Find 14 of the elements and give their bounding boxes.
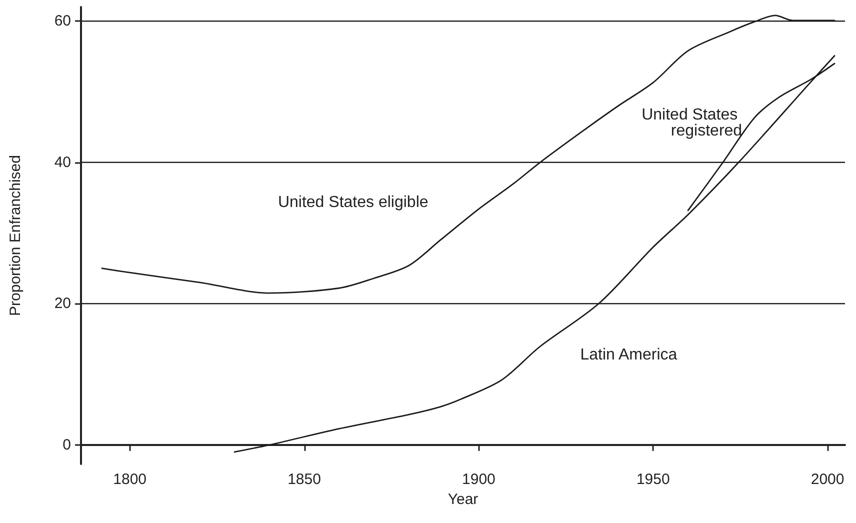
x-tick-label: 1850 bbox=[288, 471, 321, 488]
y-tick-label: 60 bbox=[54, 12, 71, 30]
y-axis-title: Proportion Enfranchised bbox=[7, 155, 24, 316]
x-tick-label: 2000 bbox=[810, 471, 844, 488]
series-label: United States registered bbox=[642, 106, 742, 140]
series-label: United States eligible bbox=[278, 194, 428, 212]
x-axis-title: Year bbox=[448, 490, 478, 508]
x-tick-label: 1800 bbox=[113, 471, 147, 488]
y-tick-label: 0 bbox=[62, 436, 71, 454]
y-tick-label: 20 bbox=[54, 295, 71, 312]
x-tick-label: 1900 bbox=[462, 471, 496, 488]
y-tick-label: 40 bbox=[54, 154, 71, 171]
x-tick-label: 1950 bbox=[636, 471, 670, 488]
series-label: Latin America bbox=[580, 346, 678, 364]
